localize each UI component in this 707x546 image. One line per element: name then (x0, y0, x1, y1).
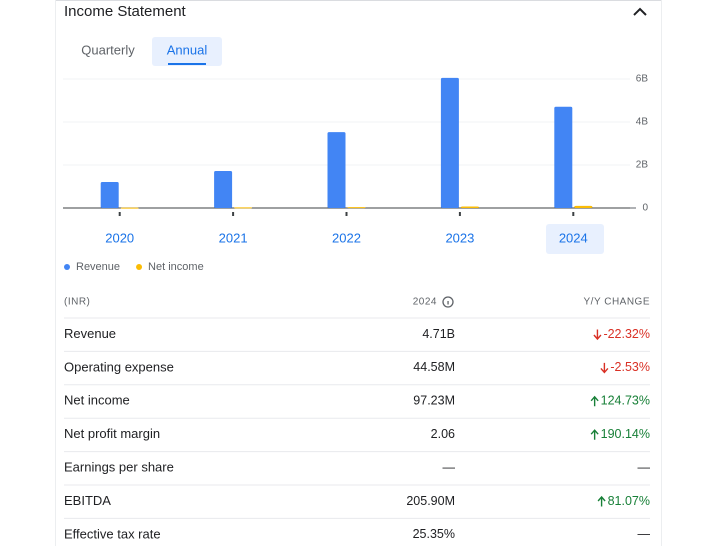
row-label: EBITDA (64, 493, 111, 508)
row-label: Earnings per share (64, 460, 174, 475)
row-label: Revenue (64, 326, 116, 341)
x-tick-label: 2022 (332, 230, 361, 245)
legend-dot (64, 264, 70, 270)
row-label: Effective tax rate (64, 526, 161, 541)
table-header: 2024 (413, 297, 437, 308)
bar (120, 207, 139, 209)
y-tick-label: 0 (642, 203, 648, 214)
info-icon-bar (447, 301, 449, 305)
row-label: Net profit margin (64, 426, 160, 441)
row-value: 2.06 (431, 427, 455, 441)
row-label: Operating expense (64, 359, 174, 374)
y-tick-label: 6B (636, 74, 649, 85)
bar (214, 171, 233, 208)
row-value: 44.58M (413, 360, 455, 374)
row-value: — (443, 460, 456, 474)
collapse-chevron[interactable] (633, 7, 647, 16)
row-value: 97.23M (413, 394, 455, 408)
row-change: — (638, 527, 651, 541)
row-change: — (638, 460, 651, 474)
legend-dot (136, 264, 143, 270)
row-change: 190.14% (601, 427, 650, 441)
table-header: (INR) (64, 297, 90, 308)
x-tick-label: 2020 (105, 230, 134, 245)
x-tick-label: 2021 (219, 230, 248, 245)
x-tick-label: 2023 (445, 230, 474, 245)
row-change: 124.73% (601, 394, 650, 408)
trend-arrow (590, 429, 599, 440)
bar (234, 207, 253, 209)
chart: 0 2B 4B 6B 2020 2021 2022 2023 2024 Revenue Net in… (63, 74, 648, 273)
bar (327, 132, 346, 208)
row-value: 25.35% (413, 527, 455, 541)
bar (554, 106, 573, 208)
trend-arrow (593, 329, 602, 341)
selected-year-bg[interactable] (546, 224, 604, 254)
trend-arrow (600, 362, 609, 374)
row-value: 205.90M (406, 494, 455, 508)
tab-active-bg[interactable] (152, 37, 222, 66)
y-tick-label: 4B (636, 117, 649, 128)
table-header: Y/Y CHANGE (584, 297, 651, 308)
trend-arrow (590, 395, 599, 407)
tab-underline (168, 63, 206, 65)
row-change: -2.53% (610, 360, 650, 374)
y-tick-label: 2B (636, 160, 649, 171)
bar (460, 206, 479, 208)
row-value: 4.71B (422, 327, 455, 341)
tab-active[interactable]: Annual (167, 42, 208, 57)
bar (100, 181, 119, 208)
x-tick-label: 2024 (559, 230, 588, 245)
row-label: Net income (64, 393, 130, 408)
trend-arrow (597, 495, 606, 507)
table: (INR) 2024 Y/Y CHANGE Revenue 4.71B -22.32% Op… (64, 296, 651, 541)
legend-label: Revenue (76, 261, 120, 273)
section-title: Income Statement (64, 3, 187, 20)
bar (440, 77, 459, 208)
bar (574, 205, 593, 208)
row-change: -22.32% (603, 327, 650, 341)
info-icon (442, 296, 454, 308)
tab[interactable]: Quarterly (81, 42, 135, 57)
bar (347, 207, 366, 209)
legend-label: Net income (148, 261, 204, 273)
row-change: 81.07% (608, 494, 650, 508)
